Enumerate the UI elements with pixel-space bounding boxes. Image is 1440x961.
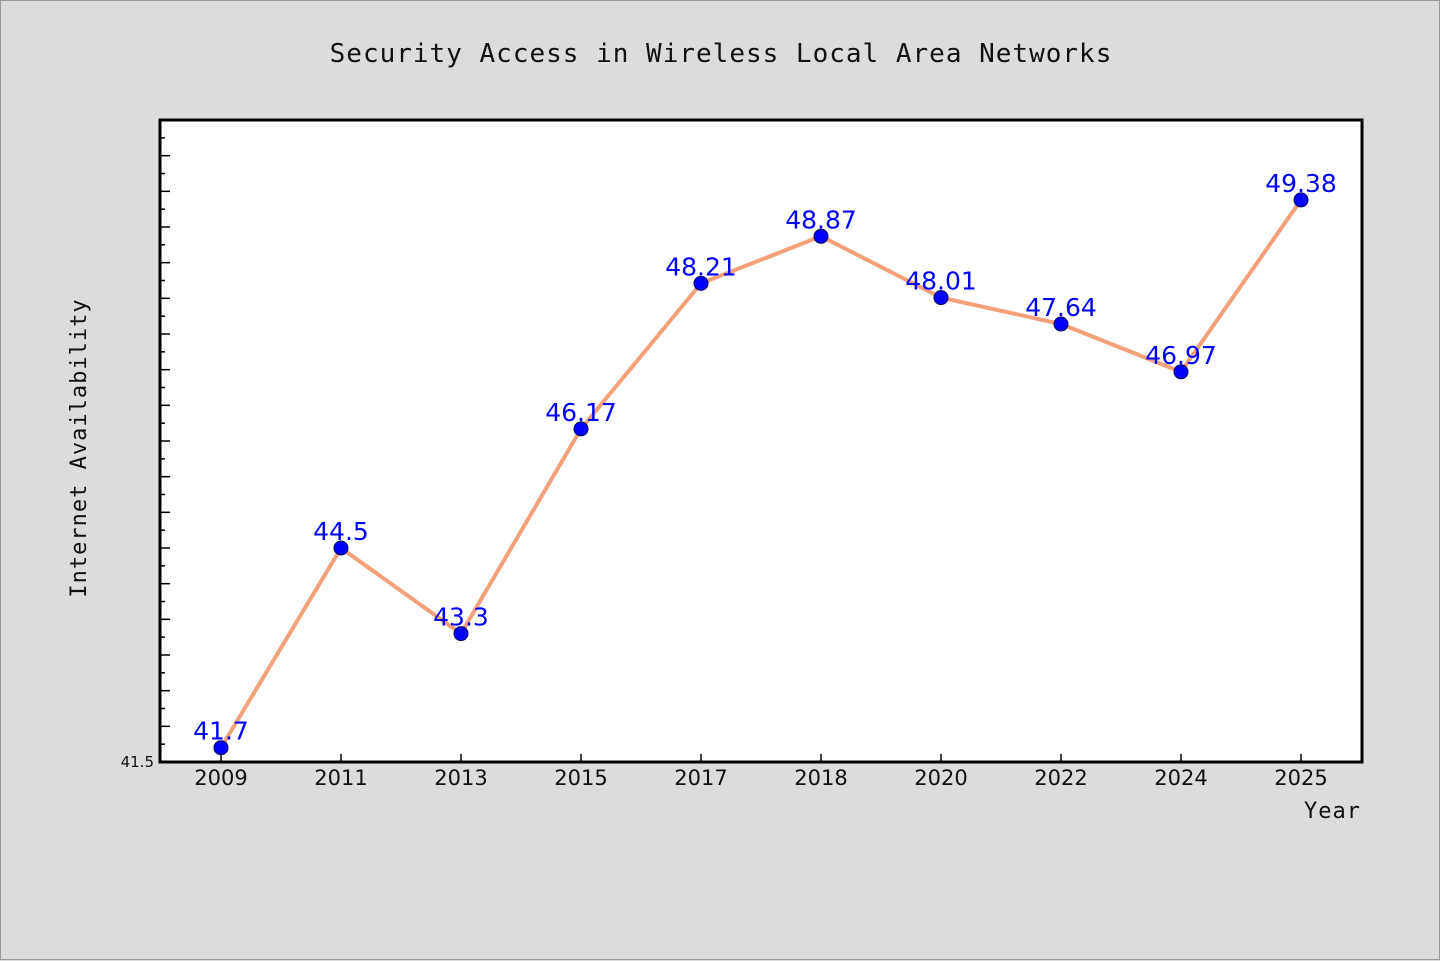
data-labels: 41.7 44.5 43.3 46.17 48.21 48.87 48.01 47.64 46.… xyxy=(193,169,1337,746)
y-axis-ticks: 41.5 xyxy=(121,119,170,771)
data-point xyxy=(933,290,949,306)
x-axis-label: Year xyxy=(1304,799,1361,824)
data-label: 43.3 xyxy=(433,603,489,632)
x-tick-label: 2011 xyxy=(314,766,367,790)
data-point xyxy=(453,626,469,642)
data-label: 48.01 xyxy=(905,267,977,296)
data-label: 46.97 xyxy=(1145,341,1217,370)
x-axis-ticks: 2009 2011 2013 2015 2017 2018 2020 2022 2024 2025 xyxy=(194,754,1328,790)
data-point xyxy=(1173,364,1189,380)
data-label: 48.87 xyxy=(785,205,857,234)
data-point xyxy=(333,540,349,556)
x-tick-label: 2025 xyxy=(1274,766,1327,790)
data-point xyxy=(573,421,589,437)
data-label: 44.5 xyxy=(313,517,369,546)
data-label: 46.17 xyxy=(545,398,617,427)
data-markers xyxy=(213,192,1309,756)
data-point xyxy=(693,275,709,291)
y-axis-label: Internet Availability xyxy=(67,298,92,597)
chart-title: Security Access in Wireless Local Area N… xyxy=(330,39,1113,69)
x-tick-label: 2015 xyxy=(554,766,607,790)
x-tick-label: 2017 xyxy=(674,766,727,790)
data-point xyxy=(213,740,229,756)
data-label: 47.64 xyxy=(1025,293,1097,322)
x-tick-label: 2013 xyxy=(434,766,487,790)
data-point xyxy=(813,228,829,244)
series-line xyxy=(219,197,1303,750)
x-tick-label: 2018 xyxy=(794,766,847,790)
x-tick-label: 2009 xyxy=(194,766,247,790)
data-point xyxy=(1293,192,1309,208)
data-label: 41.7 xyxy=(193,717,249,746)
plot-area xyxy=(158,118,1364,764)
data-label: 49.38 xyxy=(1265,169,1337,198)
data-label: 48.21 xyxy=(665,252,737,281)
x-tick-label: 2024 xyxy=(1154,766,1207,790)
x-tick-label: 2020 xyxy=(914,766,967,790)
data-point xyxy=(1053,316,1069,332)
y-tick-label: 41.5 xyxy=(121,753,154,771)
x-tick-label: 2022 xyxy=(1034,766,1087,790)
